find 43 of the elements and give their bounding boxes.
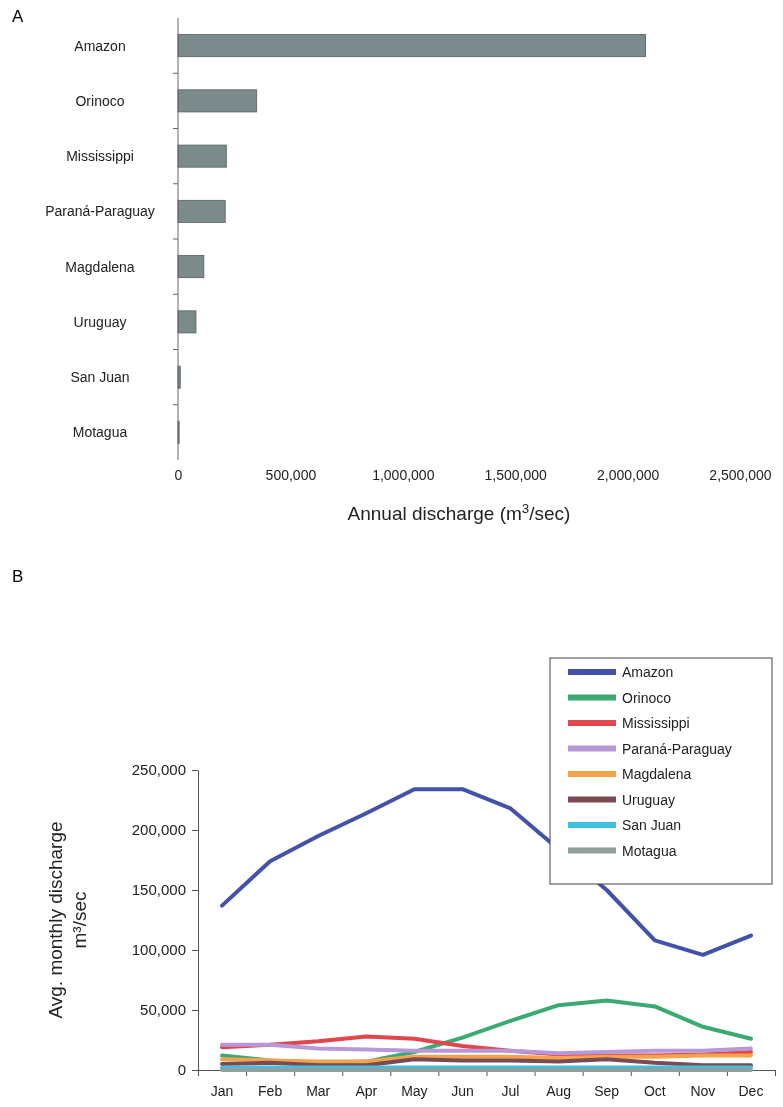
x-tick-label: Jan: [210, 1083, 234, 1099]
y-tick-label: 250,000: [131, 761, 186, 779]
legend-label: San Juan: [622, 817, 682, 833]
y-tick-label: Orinoco: [75, 92, 125, 109]
legend-label: Mississippi: [622, 715, 690, 731]
x-axis-title: Annual discharge (m$^{3}$/sec): [347, 500, 571, 524]
text: B: [12, 567, 24, 586]
y-axis-title: Avg. monthly discharge m³/sec: [45, 821, 90, 1019]
x-tick-label: Jul: [501, 1083, 520, 1099]
x-tick-label: Dec: [738, 1083, 764, 1099]
x-tick-label: Apr: [355, 1083, 378, 1099]
legend-label: Orinoco: [622, 689, 672, 706]
x-tick-label: 500,000: [265, 466, 317, 483]
y-tick-label: San Juan: [70, 369, 130, 386]
y-tick-label: 150,000: [131, 881, 186, 899]
legend-label: Motagua: [622, 842, 677, 859]
legend-label: Amazon: [622, 664, 674, 680]
y-tick-label: Paraná-Paraguay: [45, 203, 155, 220]
x-tick-label: Aug: [546, 1083, 572, 1099]
x-tick-label: Sep: [594, 1083, 620, 1099]
y-tick-label: Magdalena: [65, 258, 135, 275]
y-tick-label: Uruguay: [73, 313, 127, 330]
legend-label: Paraná-Paraguay: [622, 740, 732, 757]
text: A: [12, 7, 24, 26]
x-tick-label: Oct: [643, 1083, 666, 1099]
x-tick-label: Mar: [306, 1083, 331, 1099]
legend-label: Magdalena: [622, 766, 692, 782]
x-tick-label: Nov: [690, 1083, 716, 1099]
y-tick-label: 50,000: [140, 1001, 186, 1019]
y-tick-label: Amazon: [74, 37, 126, 54]
y-tick-label: 100,000: [131, 941, 186, 959]
x-tick-label: 1,500,000: [484, 466, 548, 483]
x-tick-label: 1,000,000: [372, 466, 435, 483]
x-tick-label: 2,000,000: [596, 466, 660, 483]
y-tick-label: Motagua: [72, 424, 128, 441]
x-tick-label: Feb: [258, 1083, 283, 1099]
y-tick-label: 0: [177, 1061, 186, 1079]
y-tick-label: 200,000: [131, 821, 186, 839]
x-tick-label: May: [401, 1083, 428, 1099]
x-tick-label: 2,500,000: [709, 466, 772, 483]
legend-label: Uruguay: [622, 791, 675, 808]
y-tick-label: Mississippi: [66, 148, 134, 165]
x-tick-label: Jun: [451, 1083, 474, 1099]
